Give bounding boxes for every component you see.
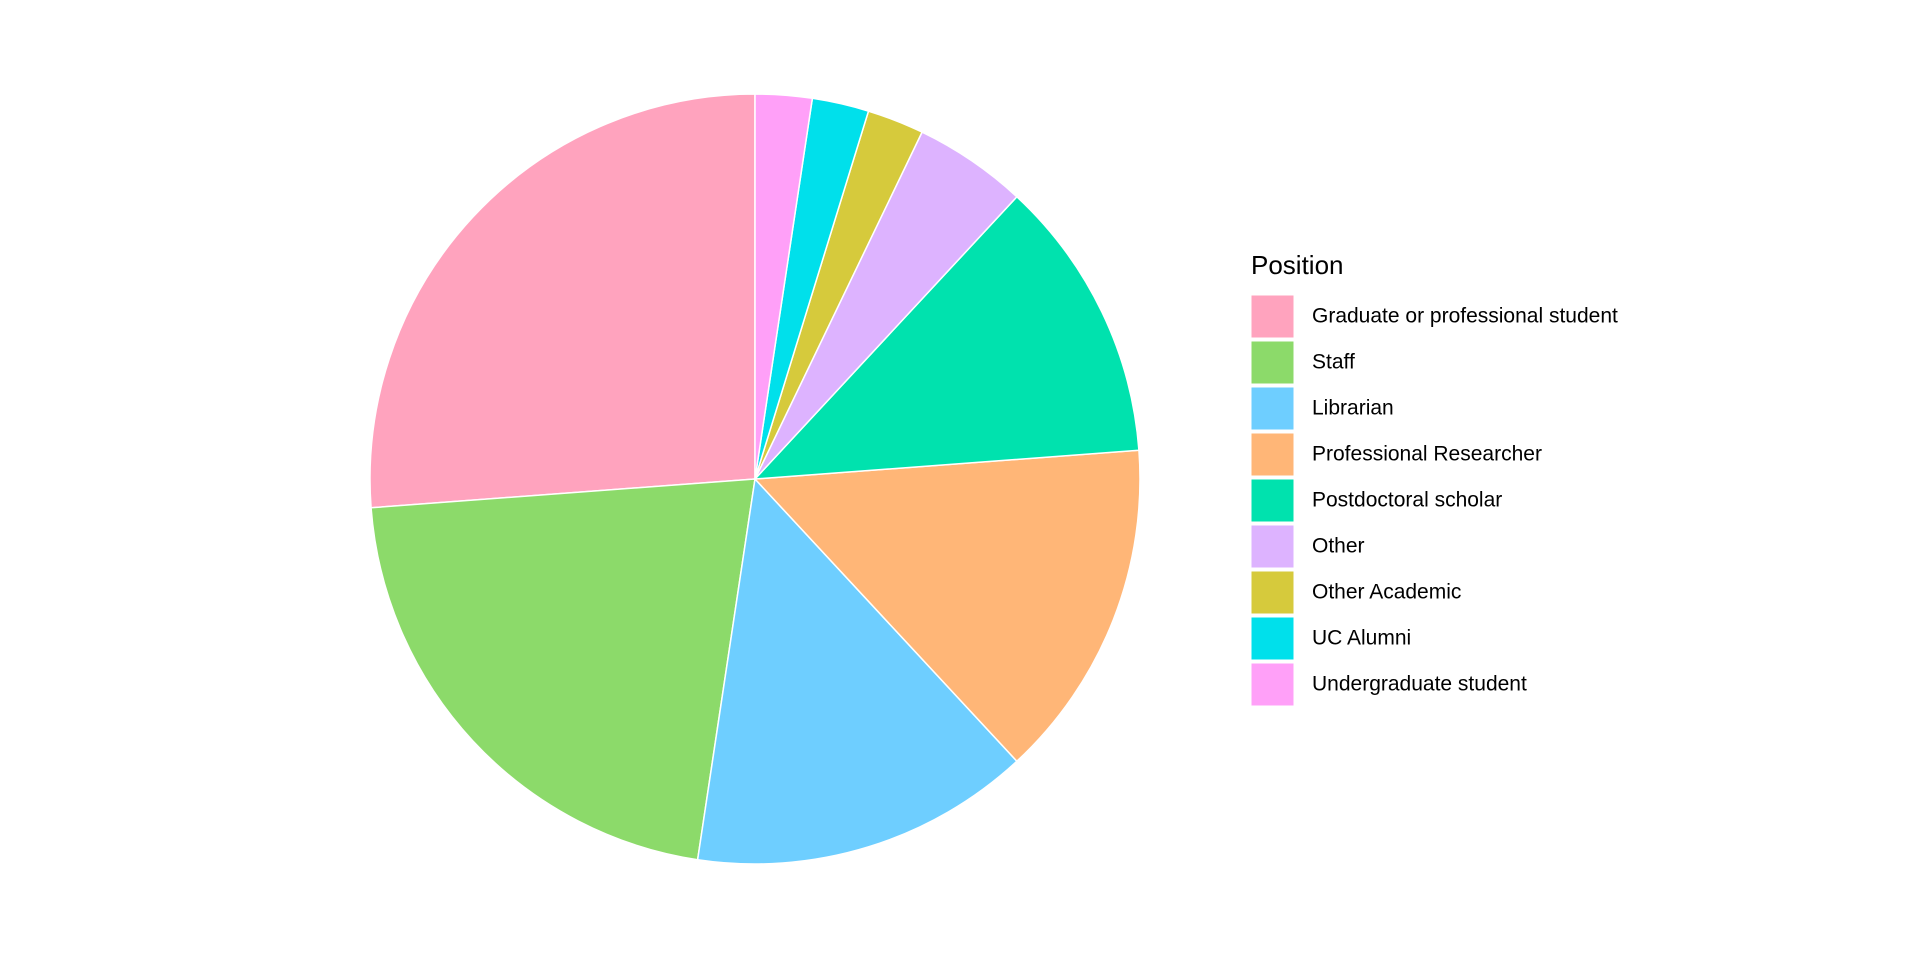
legend-key	[1250, 294, 1295, 339]
pie-slice	[754, 93, 814, 480]
legend-label: Postdoctoral scholar	[1312, 489, 1502, 512]
legend-label: Graduate or professional student	[1312, 305, 1618, 328]
legend-label: Other Academic	[1312, 581, 1461, 604]
legend-key	[1250, 570, 1295, 615]
legend-key	[1250, 386, 1295, 431]
legend-key	[1250, 478, 1295, 523]
pie-slice	[370, 478, 756, 861]
legend-title: Position	[1251, 250, 1344, 280]
legend-label: UC Alumni	[1312, 627, 1411, 650]
legend-label: Professional Researcher	[1312, 443, 1542, 466]
legend-label: Librarian	[1312, 397, 1394, 420]
legend-key	[1250, 340, 1295, 385]
legend-key	[1250, 616, 1295, 661]
pie-slice	[696, 477, 1018, 865]
legend-label: Staff	[1312, 351, 1355, 374]
pie-slice	[369, 93, 756, 509]
legend-key	[1250, 662, 1295, 707]
legend-label: Other	[1312, 535, 1365, 558]
legend-key	[1250, 432, 1295, 477]
legend-key	[1250, 524, 1295, 569]
pie-slice	[753, 195, 1140, 480]
legend-label: Undergraduate student	[1312, 673, 1527, 696]
pie-slice	[753, 449, 1141, 763]
